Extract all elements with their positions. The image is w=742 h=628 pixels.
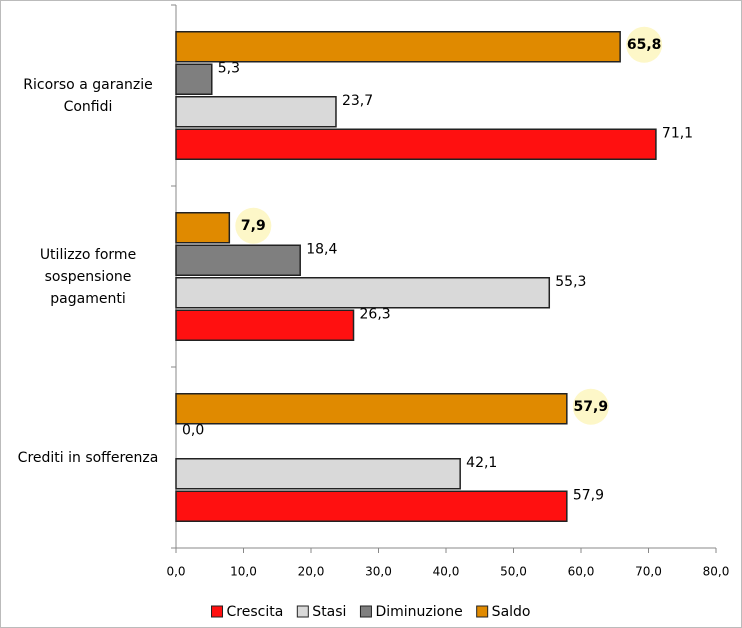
bar [175,244,301,276]
label-halo [626,26,663,63]
bar [175,31,621,63]
value-label: 71,1 [662,125,693,141]
value-label: 7,9 [241,218,266,234]
value-label: 42,1 [466,455,497,471]
legend: Crescita Stasi Diminuzione Saldo [211,604,531,620]
bar [175,96,337,128]
x-tick-label: 0,0 [166,565,185,579]
value-label: 55,3 [555,274,586,290]
x-tick-label: 80,0 [703,565,730,579]
bar [175,393,568,425]
value-label: 57,9 [574,399,609,415]
category-label: Utilizzo forme sospensione pagamenti [39,246,137,307]
bar [175,309,355,341]
value-label: 26,3 [360,306,391,322]
x-tick-label: 20,0 [298,565,325,579]
value-label: 65,8 [627,37,662,53]
bar [175,128,657,160]
value-label: 0,0 [182,422,204,438]
bar [175,212,231,244]
bar [175,458,461,490]
x-tick-label: 40,0 [433,565,460,579]
x-tick-label: 60,0 [568,565,595,579]
legend-label: Saldo [492,604,531,620]
x-tick-label: 30,0 [365,565,392,579]
legend-swatch [476,605,489,618]
value-label: 57,9 [573,487,604,503]
x-tick-label: 50,0 [500,565,527,579]
category-label: Ricorso a garanzie Confidi [23,76,153,115]
legend-swatch [211,605,224,618]
label-halo [572,388,609,425]
value-label: 5,3 [218,60,240,76]
legend-label: Diminuzione [375,604,462,620]
legend-label: Stasi [312,604,346,620]
value-label: 23,7 [342,93,373,109]
legend-swatch [359,605,372,618]
legend-label: Crescita [227,604,284,620]
category-label: Crediti in sofferenza [17,449,159,466]
bar [175,490,568,522]
legend-swatch [296,605,309,618]
value-label: 18,4 [306,241,337,257]
label-halo [235,207,272,244]
x-tick-label: 10,0 [230,565,257,579]
bar [175,63,213,95]
x-tick-label: 70,0 [635,565,662,579]
bar [175,277,551,309]
